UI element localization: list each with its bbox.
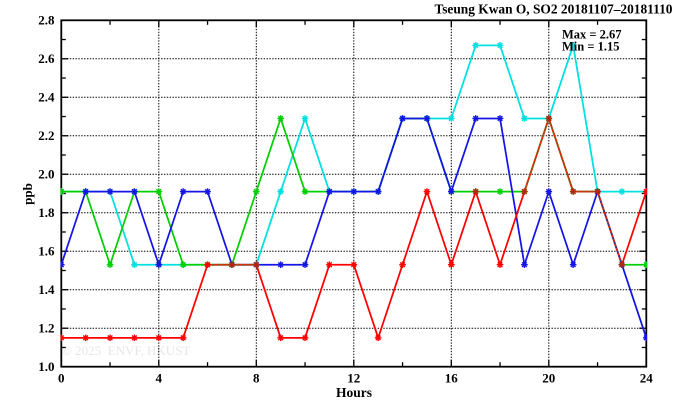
svg-text:Max = 2.67: Max = 2.67 [562,28,622,42]
svg-text:20: 20 [542,371,555,386]
svg-text:© 2025 ENVF, HKUST: © 2025 ENVF, HKUST [62,343,190,358]
svg-text:0: 0 [58,371,65,386]
svg-text:2.8: 2.8 [38,13,55,28]
svg-text:1.4: 1.4 [38,282,55,297]
svg-text:24: 24 [640,371,654,386]
svg-text:12: 12 [347,371,360,386]
svg-text:1.2: 1.2 [38,321,54,336]
svg-text:Hours: Hours [336,385,372,400]
svg-text:8: 8 [253,371,260,386]
svg-text:16: 16 [445,371,459,386]
svg-text:1.8: 1.8 [38,205,55,220]
svg-text:1.0: 1.0 [38,359,54,374]
svg-text:2.2: 2.2 [38,128,54,143]
svg-text:1.6: 1.6 [38,244,55,259]
svg-text:2.4: 2.4 [38,90,55,105]
svg-text:Tseung Kwan O, SO2 20181107–20: Tseung Kwan O, SO2 20181107–20181110 [435,2,673,17]
svg-text:2.0: 2.0 [38,167,54,182]
svg-text:ppb: ppb [20,183,35,205]
svg-text:2.6: 2.6 [38,51,55,66]
svg-text:Min = 1.15: Min = 1.15 [562,40,619,54]
svg-text:4: 4 [156,371,163,386]
